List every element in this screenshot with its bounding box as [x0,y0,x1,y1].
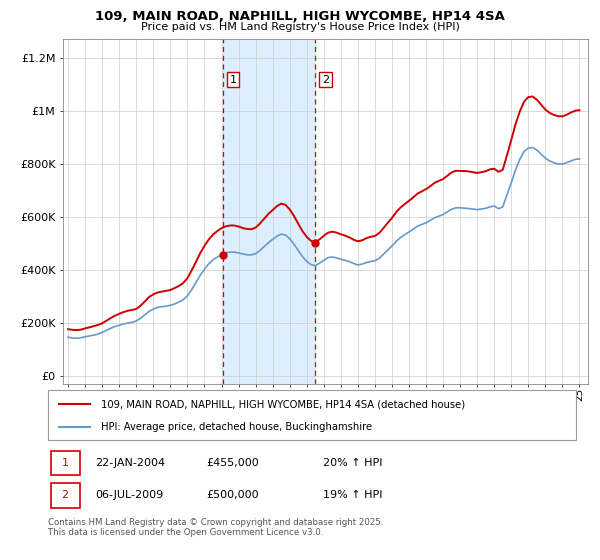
Text: 1: 1 [229,74,236,85]
Text: 22-JAN-2004: 22-JAN-2004 [95,458,166,468]
Text: £500,000: £500,000 [206,491,259,501]
Text: 109, MAIN ROAD, NAPHILL, HIGH WYCOMBE, HP14 4SA: 109, MAIN ROAD, NAPHILL, HIGH WYCOMBE, H… [95,10,505,23]
FancyBboxPatch shape [50,451,80,475]
Bar [223,39,316,384]
Text: HPI: Average price, detached house, Buckinghamshire: HPI: Average price, detached house, Buck… [101,422,372,432]
Text: 19% ↑ HPI: 19% ↑ HPI [323,491,382,501]
Text: 1: 1 [62,458,68,468]
Text: £455,000: £455,000 [206,458,259,468]
FancyBboxPatch shape [50,483,80,508]
Text: 2: 2 [322,74,329,85]
Text: 06-JUL-2009: 06-JUL-2009 [95,491,164,501]
Text: 20% ↑ HPI: 20% ↑ HPI [323,458,382,468]
Text: 2: 2 [62,491,69,501]
Text: Contains HM Land Registry data © Crown copyright and database right 2025.
This d: Contains HM Land Registry data © Crown c… [48,518,383,538]
Text: Price paid vs. HM Land Registry's House Price Index (HPI): Price paid vs. HM Land Registry's House … [140,22,460,32]
Text: 109, MAIN ROAD, NAPHILL, HIGH WYCOMBE, HP14 4SA (detached house): 109, MAIN ROAD, NAPHILL, HIGH WYCOMBE, H… [101,399,465,409]
